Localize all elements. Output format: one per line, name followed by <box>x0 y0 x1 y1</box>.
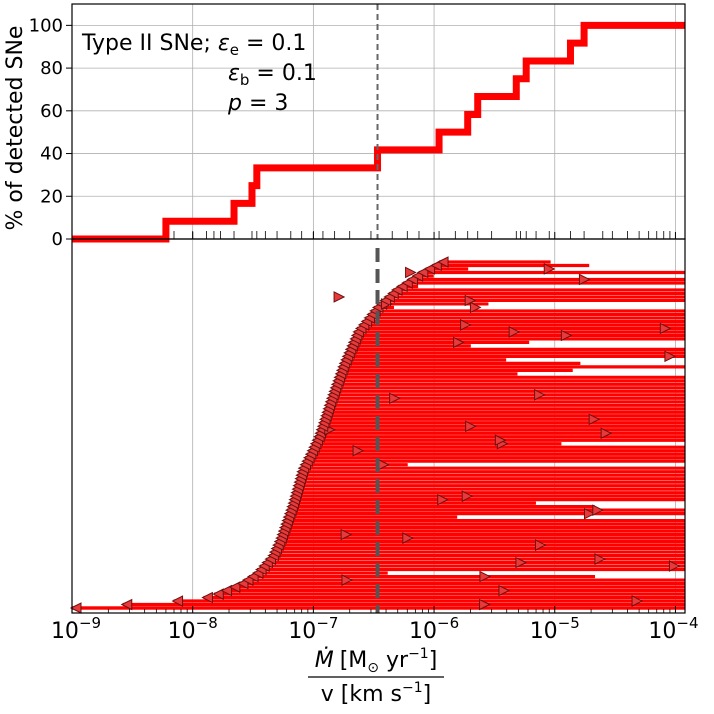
lower-limit-marker <box>171 595 184 607</box>
upper-limit-marker <box>534 539 547 551</box>
y-axis-label: % of detected SNe <box>3 26 28 231</box>
lower-limit-marker <box>220 584 233 597</box>
x-tick-label: 10−4 <box>648 614 698 644</box>
upper-limit-marker <box>465 420 477 433</box>
upper-limit-marker <box>464 294 477 307</box>
upper-limit-marker <box>437 493 449 506</box>
upper-limit-marker <box>600 427 613 440</box>
upper-limit-marker <box>333 291 346 303</box>
upper-limit-marker <box>389 392 401 405</box>
upper-limit-marker <box>584 507 596 520</box>
lower-limit-marker <box>416 266 429 279</box>
x-label-denominator: v [km s−1] <box>321 680 431 707</box>
upper-limit-marker <box>340 528 353 541</box>
y-tick-label: 20 <box>40 186 63 207</box>
upper-limit-marker <box>453 336 465 349</box>
upper-limit-marker <box>664 350 677 363</box>
x-axis-label: Ṁ [M⊙ yr−1] v [km s−1] <box>308 646 444 707</box>
lower-limit-marker <box>212 588 224 600</box>
upper-limit-marker <box>469 301 482 314</box>
upper-limit-marker <box>560 329 573 342</box>
upper-limit-marker <box>479 598 491 611</box>
annotation-line-3: p = 3 <box>227 91 288 116</box>
lower-limit-marker <box>120 598 133 611</box>
lower-limit-marker <box>69 602 82 614</box>
upper-limit-marker <box>515 556 528 569</box>
upper-limit-marker <box>461 490 474 502</box>
upper-limit-marker <box>578 273 591 286</box>
x-label-numerator: Ṁ [M⊙ yr−1] <box>315 646 438 676</box>
annotation-line-1: Type II SNe; εe = 0.1 <box>81 31 306 59</box>
lower-limit-marker <box>430 259 442 272</box>
lower-limit-marker <box>228 581 241 593</box>
upper-limit-marker <box>592 504 604 516</box>
bottom-axes-frame <box>71 238 686 614</box>
upper-limit-marker <box>405 266 417 279</box>
upper-limit-marker <box>631 595 644 607</box>
x-tick-label: 10−8 <box>168 614 218 644</box>
cumulative-step-line <box>72 21 685 243</box>
upper-limit-marker <box>479 570 492 583</box>
lower-limit-marker <box>423 263 436 275</box>
upper-limit-marker <box>508 326 521 338</box>
x-tick-label: 10−6 <box>409 614 459 644</box>
y-tick-label: 0 <box>52 229 63 250</box>
upper-limit-marker <box>668 560 681 572</box>
bottom-panel: 10−9 10−8 10−7 10−6 10−5 10−4 <box>51 238 699 644</box>
upper-limit-marker <box>588 413 601 426</box>
upper-limit-marker <box>494 434 507 447</box>
upper-limit-marker <box>659 322 672 335</box>
lower-limit-marker <box>436 256 449 268</box>
upper-limit-marker <box>460 319 472 331</box>
y-tick-label: 60 <box>40 101 63 122</box>
y-tick-label: 100 <box>29 15 63 36</box>
x-tick-label: 10−7 <box>288 614 338 644</box>
upper-limit-marker <box>534 388 546 401</box>
x-tick-label: 10−5 <box>530 614 580 644</box>
lower-limit-marker <box>201 591 213 604</box>
upper-limit-marker <box>341 574 354 586</box>
upper-limit-marker <box>402 532 414 544</box>
upper-limit-marker <box>543 263 556 275</box>
y-tick-label: 40 <box>40 144 63 165</box>
x-tick-label: 10−9 <box>51 614 101 644</box>
annotation-line-2: εb = 0.1 <box>228 61 317 89</box>
upper-limit-marker <box>594 553 607 565</box>
top-panel: 0 20 40 60 80 100 <box>29 3 686 250</box>
y-tick-label: 80 <box>40 58 63 79</box>
upper-limit-marker <box>352 444 365 457</box>
upper-limit-marker <box>498 584 511 597</box>
